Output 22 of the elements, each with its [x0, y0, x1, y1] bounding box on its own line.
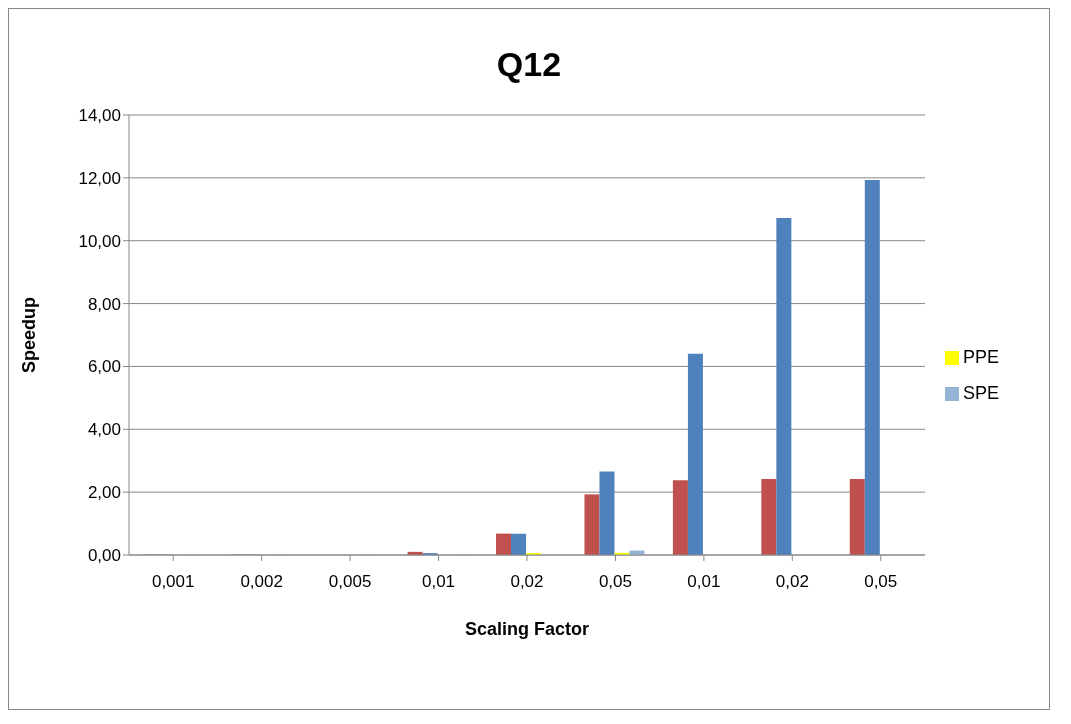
y-tick-label: 10,00 [78, 231, 121, 251]
y-tick-label: 12,00 [78, 168, 121, 188]
y-tick-label: 6,00 [87, 357, 121, 377]
x-tick-label: 0,02 [510, 572, 544, 592]
x-tick-label: 0,01 [687, 572, 721, 592]
y-tick-label: 4,00 [87, 420, 121, 440]
x-axis-title: Scaling Factor [464, 619, 589, 639]
x-tick-label: 0,001 [151, 572, 195, 592]
x-tick-label: 0,01 [422, 572, 456, 592]
legend-label: PPE [962, 347, 999, 367]
legend-label: SPE [962, 383, 999, 403]
y-tick-label: 0,00 [87, 546, 121, 566]
x-tick-label: 0,05 [598, 572, 632, 592]
y-tick-label: 2,00 [87, 483, 121, 503]
x-tick-label: 0,005 [328, 572, 372, 592]
y-tick-label: 8,00 [87, 294, 121, 314]
y-tick-label: 14,00 [78, 106, 121, 126]
chart-title: Q12 [495, 44, 563, 85]
y-axis-title: Speedup [19, 296, 40, 374]
x-tick-label: 0,05 [864, 572, 898, 592]
x-tick-label: 0,002 [240, 572, 283, 592]
x-tick-label: 0,02 [775, 572, 809, 592]
